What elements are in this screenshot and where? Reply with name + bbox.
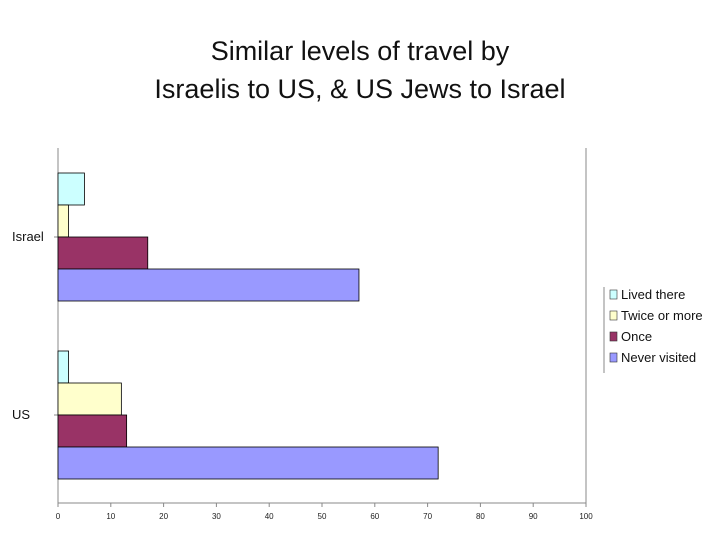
bar [57, 236, 149, 270]
chart-title-line-1: Similar levels of travel by [210, 36, 510, 66]
x-tick-label: 20 [159, 512, 168, 521]
bar [57, 446, 439, 480]
x-tick-label: 60 [370, 512, 379, 521]
legend-swatch [609, 310, 618, 321]
bar [57, 268, 360, 302]
legend-label: Once [621, 329, 652, 344]
bar [57, 414, 128, 448]
legend-label: Lived there [621, 287, 685, 302]
bar [57, 350, 69, 384]
x-tick-label: 80 [476, 512, 485, 521]
x-tick-label: 0 [56, 512, 61, 521]
chart-title: Similar levels of travel by Israelis to … [0, 32, 720, 108]
chart-title-line-2: Israelis to US, & US Jews to Israel [154, 74, 566, 104]
x-tick-label: 50 [318, 512, 327, 521]
category-label: US [12, 407, 30, 422]
legend-label: Twice or more [621, 308, 703, 323]
legend-label: Never visited [621, 350, 696, 365]
x-tick-label: 70 [423, 512, 432, 521]
x-tick-label: 90 [529, 512, 538, 521]
bar [57, 172, 85, 206]
x-tick-label: 10 [106, 512, 115, 521]
legend-swatch [609, 352, 618, 363]
x-tick-label: 100 [579, 512, 593, 521]
bar [57, 204, 69, 238]
category-label: Israel [12, 229, 44, 244]
x-tick-label: 30 [212, 512, 221, 521]
plot-area: 0 10 20 30 40 50 60 70 80 90 100 Israel US [12, 148, 593, 521]
legend-swatch [609, 331, 618, 342]
bar [57, 382, 122, 416]
legend: Lived there Twice or more Once Never visite… [603, 287, 703, 373]
x-tick-label: 40 [265, 512, 274, 521]
legend-swatch [609, 289, 618, 300]
